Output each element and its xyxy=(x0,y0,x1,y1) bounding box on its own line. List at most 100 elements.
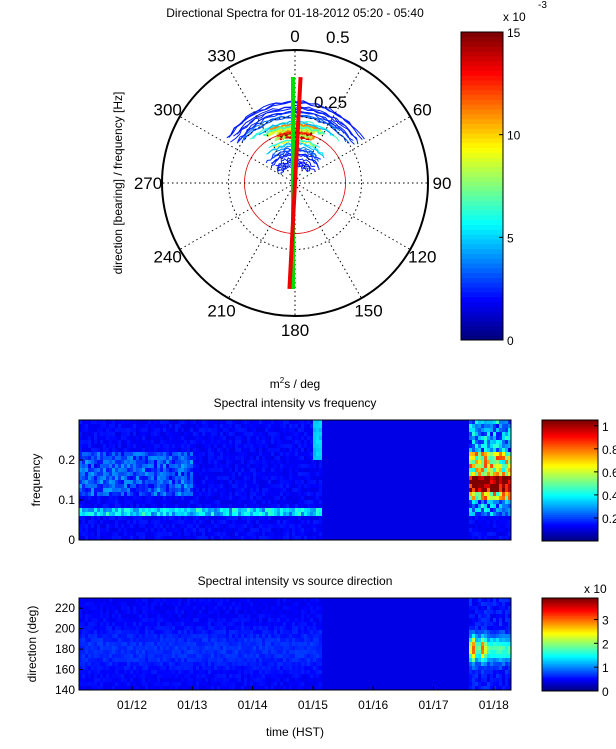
freq-heatmap-cell xyxy=(280,428,283,432)
freq-heatmap-cell xyxy=(475,420,478,424)
freq-heatmap-cell xyxy=(358,484,361,488)
freq-heatmap-cell xyxy=(220,436,223,440)
freq-heatmap-cell xyxy=(298,492,301,496)
freq-heatmap-cell xyxy=(448,476,451,480)
freq-heatmap-cell xyxy=(115,440,118,444)
freq-heatmap-cell xyxy=(361,500,364,504)
freq-heatmap-cell xyxy=(415,420,418,424)
freq-heatmap-cell xyxy=(217,424,220,428)
freq-heatmap-cell xyxy=(172,424,175,428)
freq-heatmap-cell xyxy=(334,524,337,528)
colorbar-polar-tick-label: 5 xyxy=(507,231,514,245)
freq-heatmap-cell xyxy=(244,524,247,528)
direction-heatmap-cell xyxy=(127,610,130,614)
direction-heatmap-cell xyxy=(133,618,136,622)
freq-heatmap-cell xyxy=(118,420,121,424)
freq-heatmap-cell xyxy=(484,480,487,484)
freq-heatmap-cell xyxy=(139,516,142,520)
freq-heatmap-cell xyxy=(406,516,409,520)
freq-heatmap-cell xyxy=(496,532,499,536)
freq-heatmap-cell xyxy=(229,476,232,480)
freq-heatmap-cell xyxy=(145,448,148,452)
freq-heatmap-cell xyxy=(406,528,409,532)
freq-heatmap-cell xyxy=(130,460,133,464)
freq-heatmap-cell xyxy=(337,452,340,456)
freq-heatmap-cell xyxy=(301,436,304,440)
freq-heatmap-cell xyxy=(253,528,256,532)
freq-heatmap-cell xyxy=(136,496,139,500)
direction-heatmap-cell xyxy=(88,622,91,626)
direction-heatmap-cell xyxy=(127,662,130,666)
freq-heatmap-cell xyxy=(241,520,244,524)
freq-heatmap-cell xyxy=(373,480,376,484)
freq-heatmap-cell xyxy=(469,424,472,428)
freq-heatmap-cell xyxy=(235,520,238,524)
freq-heatmap-cell xyxy=(385,452,388,456)
freq-heatmap-cell xyxy=(322,512,325,516)
freq-heatmap-cell xyxy=(337,436,340,440)
freq-heatmap-cell xyxy=(127,456,130,460)
direction-heatmap-cell xyxy=(106,622,109,626)
freq-heatmap-cell xyxy=(400,460,403,464)
freq-heatmap-cell xyxy=(136,516,139,520)
freq-heatmap-cell xyxy=(151,524,154,528)
freq-heatmap-cell xyxy=(505,424,508,428)
freq-heatmap-cell xyxy=(349,452,352,456)
freq-heatmap-cell xyxy=(331,520,334,524)
freq-heatmap-cell xyxy=(214,480,217,484)
freq-heatmap-cell xyxy=(451,496,454,500)
freq-heatmap-cell xyxy=(478,464,481,468)
direction-heatmap-cell xyxy=(127,658,130,662)
freq-heatmap-cell xyxy=(247,504,250,508)
freq-heatmap-cell xyxy=(472,456,475,460)
freq-heatmap-cell xyxy=(235,424,238,428)
freq-heatmap-cell xyxy=(313,520,316,524)
freq-heatmap-cell xyxy=(238,496,241,500)
direction-heatmap-cell xyxy=(109,630,112,634)
freq-heatmap-cell xyxy=(436,472,439,476)
direction-heatmap-cell xyxy=(115,666,118,670)
freq-heatmap-cell xyxy=(376,432,379,436)
freq-heatmap-cell xyxy=(130,472,133,476)
direction-heatmap-cell xyxy=(79,650,82,654)
freq-heatmap-cell xyxy=(298,456,301,460)
freq-heatmap-cell xyxy=(427,436,430,440)
freq-heatmap-cell xyxy=(175,508,178,512)
freq-heatmap-cell xyxy=(382,468,385,472)
freq-heatmap-cell xyxy=(82,468,85,472)
freq-heatmap-cell xyxy=(88,532,91,536)
freq-heatmap-cell xyxy=(409,496,412,500)
freq-heatmap-cell xyxy=(328,452,331,456)
freq-heatmap-cell xyxy=(499,484,502,488)
freq-heatmap-cell xyxy=(457,424,460,428)
freq-heatmap-cell xyxy=(286,520,289,524)
direction-heatmap-cell xyxy=(130,658,133,662)
freq-heatmap-cell xyxy=(316,508,319,512)
freq-heatmap-cell xyxy=(190,448,193,452)
freq-heatmap-cell xyxy=(163,428,166,432)
freq-heatmap-cell xyxy=(376,512,379,516)
freq-heatmap-cell xyxy=(457,528,460,532)
freq-heatmap-cell xyxy=(442,456,445,460)
freq-heatmap-cell xyxy=(340,536,343,540)
freq-heatmap-cell xyxy=(220,460,223,464)
freq-heatmap-cell xyxy=(229,496,232,500)
freq-heatmap-cell xyxy=(295,512,298,516)
direction-heatmap-cell xyxy=(130,674,133,678)
freq-heatmap-cell xyxy=(355,508,358,512)
freq-heatmap-cell xyxy=(493,492,496,496)
direction-heatmap-cell xyxy=(127,678,130,682)
freq-heatmap-cell xyxy=(217,464,220,468)
freq-heatmap-cell xyxy=(493,488,496,492)
freq-heatmap-cell xyxy=(424,436,427,440)
freq-heatmap-cell xyxy=(379,436,382,440)
freq-heatmap-cell xyxy=(199,492,202,496)
freq-heatmap-cell xyxy=(406,456,409,460)
freq-heatmap-cell xyxy=(124,528,127,532)
freq-heatmap-cell xyxy=(361,536,364,540)
freq-heatmap-cell xyxy=(169,440,172,444)
freq-heatmap-cell xyxy=(451,520,454,524)
freq-heatmap-cell xyxy=(214,508,217,512)
freq-heatmap-cell xyxy=(235,528,238,532)
